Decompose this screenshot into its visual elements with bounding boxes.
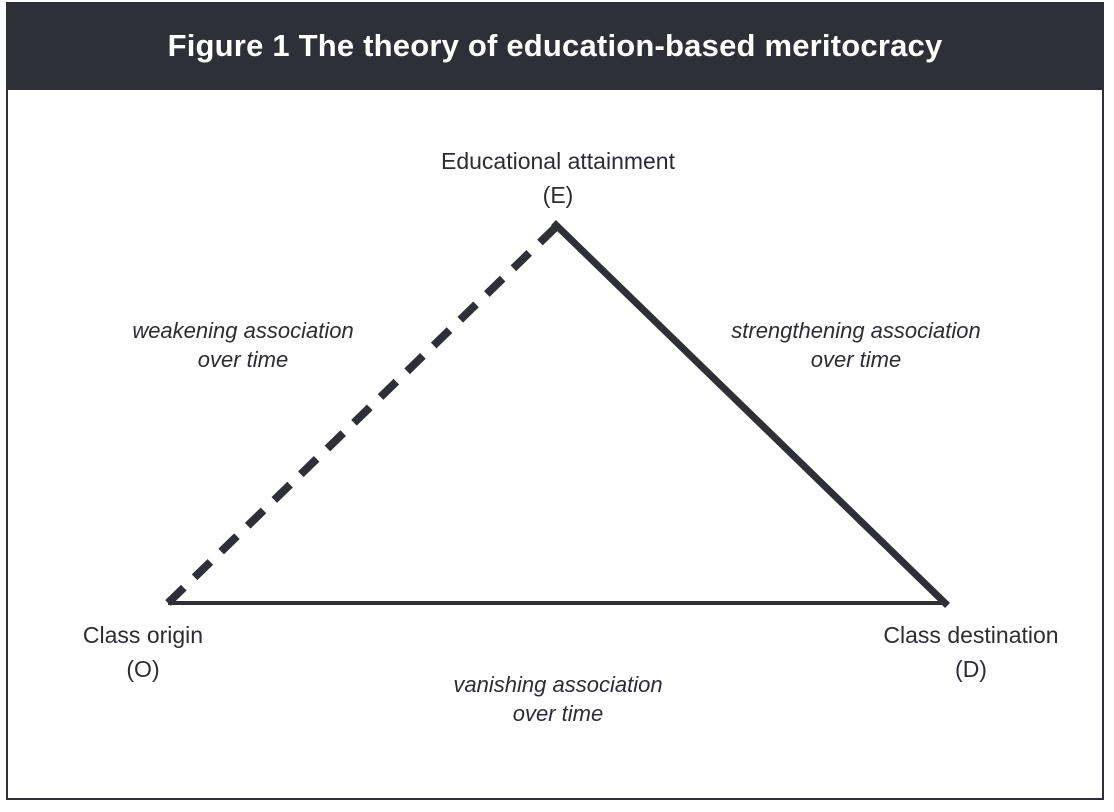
edge-label-strengthening: strengthening association over time (706, 316, 1006, 374)
figure-frame (6, 2, 1104, 800)
edge-label-vanishing: vanishing association over time (418, 670, 698, 728)
node-class-destination: Class destination (D) (856, 618, 1086, 686)
edge-label-line2: over time (512, 701, 604, 726)
edge-label-line1: vanishing association (453, 672, 663, 697)
edge-label-weakening: weakening association over time (103, 316, 383, 374)
node-name: Educational attainment (441, 148, 675, 174)
edge-label-line1: strengthening association (731, 318, 981, 343)
node-educational-attainment: Educational attainment (E) (398, 144, 718, 212)
figure-title: Figure 1 The theory of education-based m… (167, 28, 943, 63)
node-name: Class origin (82, 622, 204, 648)
node-name: Class destination (883, 622, 1059, 648)
edge-origin-education-dashed (165, 222, 561, 606)
figure-title-bar: Figure 1 The theory of education-based m… (6, 2, 1104, 90)
node-symbol: (E) (542, 182, 574, 208)
edge-label-line2: over time (810, 347, 902, 372)
node-class-origin: Class origin (O) (43, 618, 243, 686)
node-symbol: (D) (955, 656, 987, 682)
edge-education-destination (551, 220, 950, 608)
edge-label-line2: over time (197, 347, 289, 372)
edge-label-line1: weakening association (132, 318, 354, 343)
node-symbol: (O) (126, 656, 160, 682)
